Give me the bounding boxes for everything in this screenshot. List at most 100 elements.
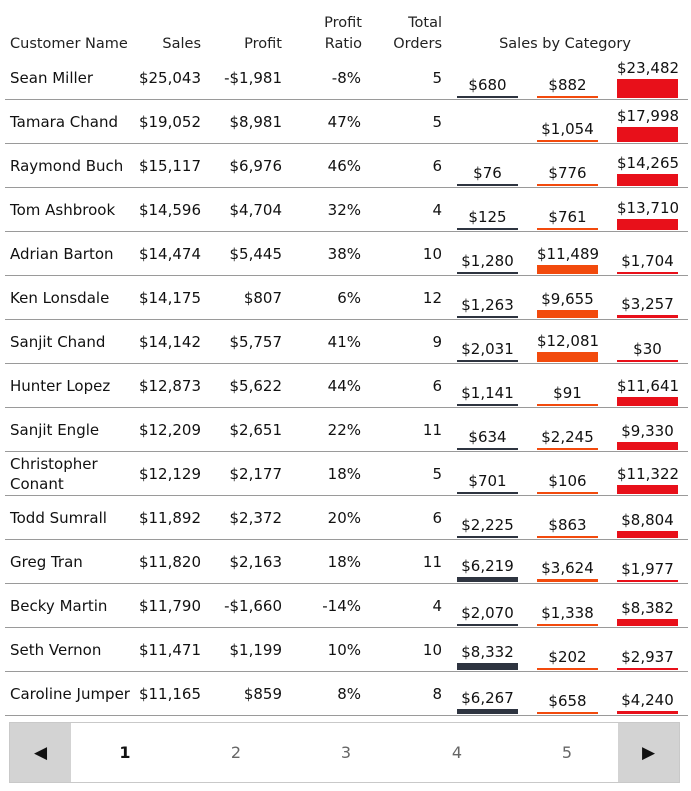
sales-value: $19,052 [138, 113, 201, 131]
category-bar-cell: $8,804 [617, 498, 678, 538]
category-bar [537, 536, 598, 538]
category-value-label: $14,265 [617, 154, 680, 172]
profit-ratio-value: 18% [327, 465, 361, 483]
total-orders-value: 11 [422, 553, 442, 571]
category-bar-cell: $14,265 [617, 146, 680, 186]
category-value-label: $8,332 [461, 643, 514, 661]
header-sales: Sales [162, 36, 201, 52]
total-orders-value: 5 [432, 113, 442, 131]
category-bar-cell: $2,031 [457, 322, 518, 362]
category-value-label: $106 [548, 472, 587, 490]
page-2-button[interactable]: 2 [230, 743, 242, 762]
category-value-label: $8,382 [621, 599, 674, 617]
table-row: Christopher Conant $12,129 $2,177 18% 5 $701 $… [5, 452, 688, 496]
table-row: Caroline Jumper $11,165 $859 8% 8 $6,267 $658 $… [5, 672, 688, 716]
page-3-button[interactable]: 3 [340, 743, 352, 762]
category-bar-cell: $11,489 [537, 234, 599, 274]
category-bar-cell: $76 [457, 146, 518, 186]
category-bar-cell: $701 [457, 454, 518, 494]
table-row: Ken Lonsdale $14,175 $807 6% 12 $1,263 $9,655 $… [5, 276, 688, 320]
category-bar [617, 272, 678, 274]
profit-ratio-value: 47% [327, 113, 361, 131]
category-value-label: $91 [553, 384, 582, 402]
total-orders-value: 4 [432, 201, 442, 219]
prev-page-button[interactable]: ◀ [10, 723, 71, 782]
category-bar [457, 536, 518, 538]
category-bar-cell: $11,641 [617, 366, 680, 406]
category-bar-cell: $776 [537, 146, 598, 186]
category-bar-cell: $2,245 [537, 410, 598, 450]
header-total-orders-line1: Total [408, 15, 442, 31]
sales-value: $12,129 [138, 465, 201, 483]
category-bar [617, 580, 678, 582]
category-bar [457, 360, 518, 362]
customer-name: Greg Tran [10, 552, 83, 571]
table-row: Seth Vernon $11,471 $1,199 10% 10 $8,332 $202 $… [5, 628, 688, 672]
page-5-button[interactable]: 5 [561, 743, 573, 762]
triangle-left-icon: ◀ [33, 742, 48, 762]
customer-name: Raymond Buch [10, 156, 124, 175]
profit-value: $807 [243, 289, 282, 307]
category-bar [457, 492, 518, 494]
category-bar-cell: $91 [537, 366, 598, 406]
category-bar [537, 492, 598, 494]
pagination: ◀ 1 2 3 4 5 ▶ [9, 722, 680, 783]
profit-ratio-value: 41% [327, 333, 361, 351]
table-row: Tamara Chand $19,052 $8,981 47% 5 $1,054 $17,9… [5, 100, 688, 144]
category-bar [537, 265, 598, 274]
category-value-label: $11,641 [617, 377, 680, 395]
total-orders-value: 5 [432, 465, 442, 483]
category-bar-cell: $23,482 [617, 58, 680, 98]
category-bar-cell: $6,219 [457, 542, 518, 582]
category-value-label: $1,263 [461, 296, 514, 314]
profit-ratio-value: 38% [327, 245, 361, 263]
category-value-label: $3,257 [621, 295, 674, 313]
customer-name: Sanjit Engle [10, 420, 100, 439]
category-value-label: $13,710 [617, 199, 680, 217]
profit-value: -$1,660 [224, 597, 282, 615]
customer-name: Tamara Chand [10, 112, 119, 131]
profit-ratio-value: 32% [327, 201, 361, 219]
total-orders-value: 10 [422, 641, 442, 659]
page-1-button[interactable]: 1 [119, 743, 131, 762]
header-profit: Profit [244, 36, 282, 52]
next-page-button[interactable]: ▶ [618, 723, 679, 782]
category-bar [457, 404, 518, 406]
category-bar-cell: $125 [457, 190, 518, 230]
sales-value: $11,820 [138, 553, 201, 571]
category-bar-cell: $1,704 [617, 234, 678, 274]
header-profit-ratio: Profit Ratio [290, 13, 362, 55]
category-bar [617, 79, 678, 98]
category-bar-cell: $4,240 [617, 674, 678, 714]
category-bar [457, 663, 518, 670]
customer-name: Ken Lonsdale [10, 288, 110, 307]
sales-value: $15,117 [138, 157, 201, 175]
category-bar-cell: $2,070 [457, 586, 518, 626]
category-value-label: $2,245 [541, 428, 594, 446]
sales-value: $25,043 [138, 69, 201, 87]
category-bar-cell: $634 [457, 410, 518, 450]
sales-value: $14,596 [138, 201, 201, 219]
category-value-label: $23,482 [617, 59, 680, 77]
category-value-label: $4,240 [621, 691, 674, 709]
category-value-label: $1,977 [621, 560, 674, 578]
category-bar-cell: $6,267 [457, 674, 518, 714]
profit-ratio-value: 44% [327, 377, 361, 395]
header-profit-ratio-line2: Ratio [324, 36, 362, 52]
category-value-label: $8,804 [621, 511, 674, 529]
category-bar-cell: $30 [617, 322, 678, 362]
category-bar [457, 577, 518, 582]
category-value-label: $863 [548, 516, 587, 534]
category-bar [457, 448, 518, 450]
category-bar-cell: $1,141 [457, 366, 518, 406]
profit-ratio-value: 18% [327, 553, 361, 571]
page-4-button[interactable]: 4 [451, 743, 463, 762]
category-bar [537, 96, 598, 98]
category-bar [537, 712, 598, 714]
category-bar-cell: $1,338 [537, 586, 598, 626]
total-orders-value: 8 [432, 685, 442, 703]
customer-name: Tom Ashbrook [10, 200, 116, 219]
category-bar [457, 624, 518, 626]
total-orders-value: 10 [422, 245, 442, 263]
table-row: Greg Tran $11,820 $2,163 18% 11 $6,219 $3,624 $… [5, 540, 688, 584]
